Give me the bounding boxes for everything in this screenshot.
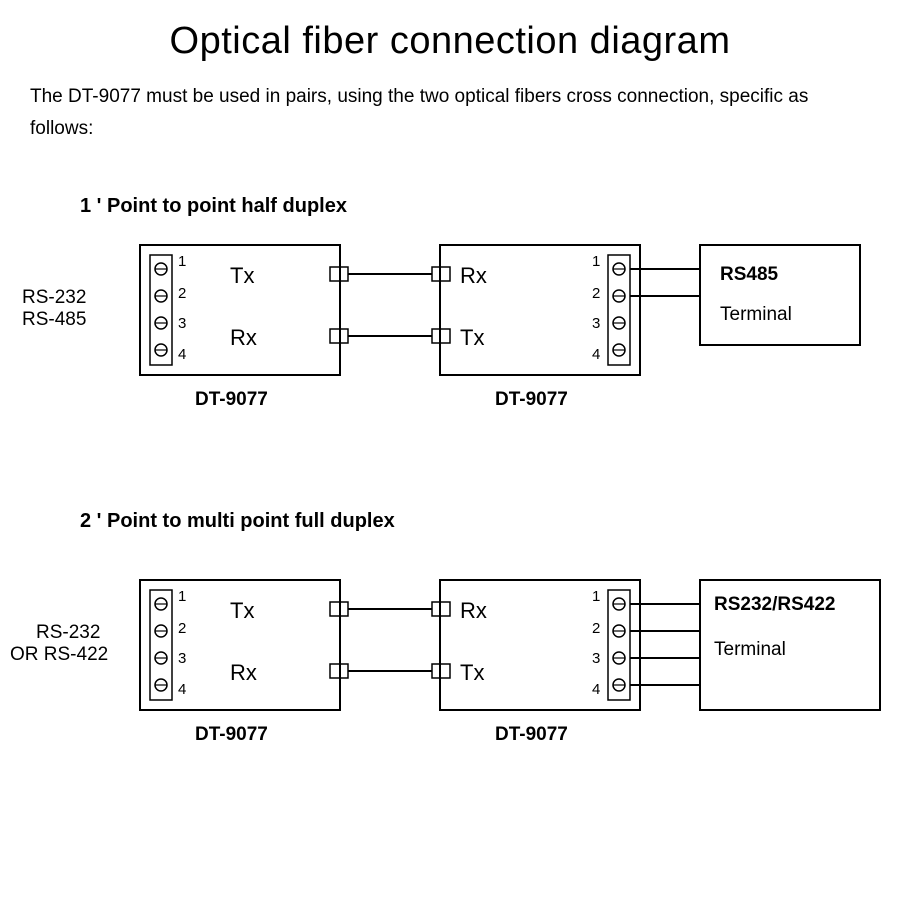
rx-label-right: Rx <box>460 263 487 288</box>
svg-text:3: 3 <box>178 315 186 332</box>
left-label-2b: OR RS-422 <box>10 644 108 665</box>
svg-text:1: 1 <box>178 588 186 605</box>
svg-text:1: 1 <box>592 253 600 270</box>
svg-text:3: 3 <box>592 650 600 667</box>
device-label-right: DT-9077 <box>495 389 568 410</box>
tx-label-right: Tx <box>460 325 484 350</box>
terminal-label-1b: Terminal <box>720 304 792 325</box>
svg-text:2: 2 <box>178 620 186 637</box>
page-title: Optical fiber connection diagram <box>0 0 900 63</box>
description-text: The DT-9077 must be used in pairs, using… <box>0 63 900 146</box>
svg-text:4: 4 <box>592 681 600 698</box>
section1-heading: 1 ' Point to point half duplex <box>80 195 347 218</box>
svg-text:1: 1 <box>178 253 186 270</box>
svg-text:Rx: Rx <box>460 598 487 623</box>
svg-text:3: 3 <box>592 315 600 332</box>
svg-text:2: 2 <box>592 620 600 637</box>
terminal-label-2a: RS232/RS422 <box>714 594 835 615</box>
diagram-1: RS-232 RS-485 1 2 3 4 Tx Rx DT-9077 Rx T… <box>0 225 900 455</box>
left-label-1a: RS-232 <box>22 287 86 308</box>
svg-text:Tx: Tx <box>460 660 484 685</box>
terminal-strip-left <box>150 255 172 365</box>
terminal-label-2b: Terminal <box>714 639 786 660</box>
diagram-2: RS-232 OR RS-422 1 2 3 4 Tx Rx DT-9077 R… <box>0 560 900 820</box>
rx-label-left: Rx <box>230 325 257 350</box>
svg-text:2: 2 <box>178 285 186 302</box>
device-label-left: DT-9077 <box>195 389 268 410</box>
svg-text:Rx: Rx <box>230 660 257 685</box>
tx-label-left: Tx <box>230 263 254 288</box>
section2-heading: 2 ' Point to multi point full duplex <box>80 510 395 533</box>
svg-text:4: 4 <box>592 346 600 363</box>
svg-text:1: 1 <box>592 588 600 605</box>
svg-text:4: 4 <box>178 346 186 363</box>
svg-text:4: 4 <box>178 681 186 698</box>
terminal-label-1a: RS485 <box>720 264 779 285</box>
terminal-strip-right <box>608 255 630 365</box>
left-label-2a: RS-232 <box>36 622 100 643</box>
left-label-1b: RS-485 <box>22 309 86 330</box>
svg-text:2: 2 <box>592 285 600 302</box>
terminal-box <box>700 245 860 345</box>
svg-text:Tx: Tx <box>230 598 254 623</box>
svg-text:DT-9077: DT-9077 <box>495 724 568 745</box>
svg-text:DT-9077: DT-9077 <box>195 724 268 745</box>
svg-text:3: 3 <box>178 650 186 667</box>
